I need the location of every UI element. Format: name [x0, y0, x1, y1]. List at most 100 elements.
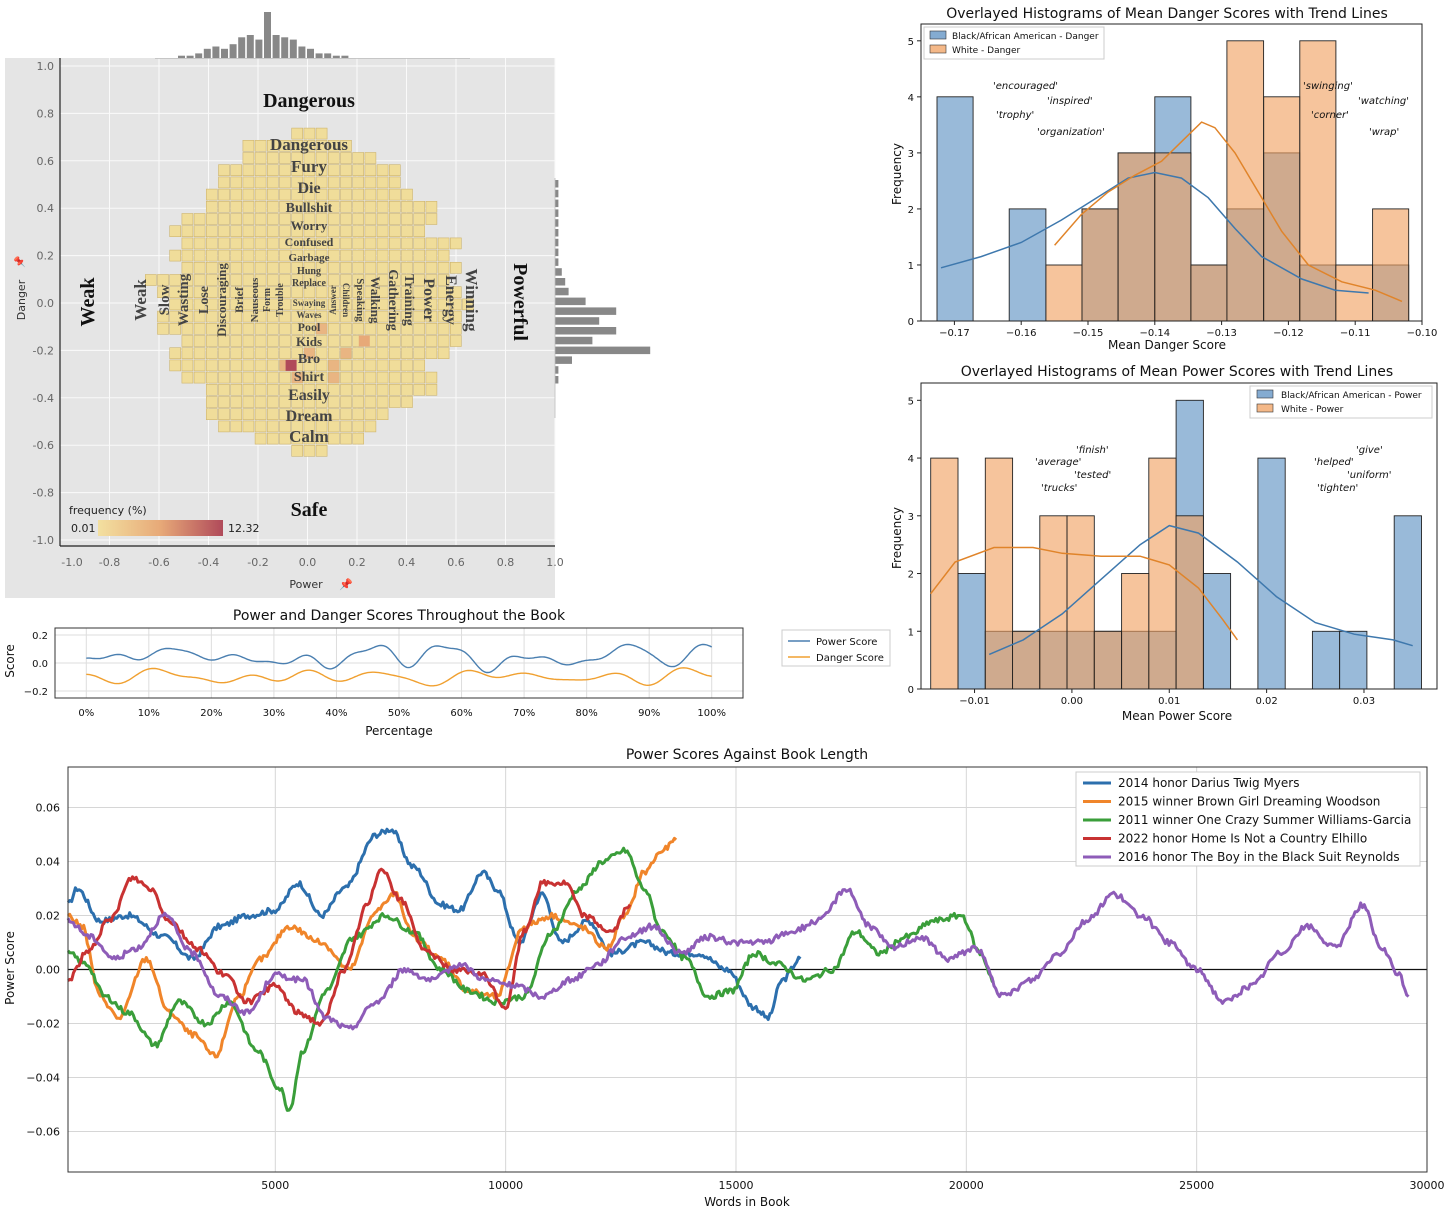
heatmap-cell [413, 335, 426, 347]
heatmap-cell [364, 371, 377, 384]
heatmap-cell [303, 420, 316, 433]
y-tick-label: 0.0 [37, 297, 55, 310]
histogram-bar-white [930, 457, 959, 690]
heatmap-word: Waves [296, 310, 321, 320]
heatmap-cell [254, 140, 267, 152]
heatmap-cell [388, 359, 401, 372]
heatmap-cell [254, 237, 267, 250]
book-percentage-legend-box [781, 629, 891, 667]
heatmap-word: Dream [286, 408, 333, 425]
heatmap-cell [437, 298, 450, 311]
power-annotation: 'tested' [1074, 470, 1111, 481]
x-tick-label: 0.02 [1255, 696, 1277, 707]
y-tick-label: 0 [908, 317, 914, 328]
heatmap-vertical-word: Wasting [176, 273, 192, 326]
heatmap-cell [315, 359, 328, 372]
heatmap-cell [254, 201, 267, 213]
legend-label: 2015 winner Brown Girl Dreaming Woodson [1118, 795, 1380, 809]
heatmap-cell [181, 237, 194, 250]
heatmap-cell [340, 188, 352, 201]
y-tick-label: 0.02 [36, 910, 61, 923]
heatmap-cell [352, 213, 365, 225]
heatmap-cell [291, 213, 304, 225]
heatmap-cell [437, 237, 450, 250]
heatmap-word: Confused [285, 235, 334, 249]
histogram-bar-white [1066, 515, 1095, 690]
heatmap-cell [376, 383, 389, 396]
heatmap-cell [327, 420, 340, 433]
heatmap-cell [242, 140, 255, 152]
heatmap-cell [327, 188, 340, 201]
heatmap-cell [279, 396, 291, 408]
heatmap-cell [364, 225, 377, 237]
power-annotation: 'give' [1356, 445, 1383, 456]
heatmap-cell [291, 322, 304, 335]
heatmap-cell [315, 274, 328, 286]
heatmap-cell [364, 261, 377, 274]
heatmap-cell [291, 286, 304, 299]
power-histogram-plot: −0.01 0.00 0.01 0.02 0.03 0 1 2 3 4 5 [908, 382, 1438, 707]
heatmap-cell [254, 335, 267, 347]
heatmap-cell [193, 310, 206, 323]
heatmap-cell [193, 286, 206, 299]
heatmap-cell [340, 176, 352, 189]
book-length-xlabel: Words in Book [704, 1195, 790, 1209]
histogram-bar-white [1093, 630, 1123, 690]
heatmap-cell [327, 140, 340, 152]
heatmap-cell [340, 274, 352, 286]
heatmap-cell [327, 213, 340, 225]
heatmap-cell [206, 383, 218, 396]
histogram-bar-black [1393, 515, 1422, 690]
heatmap-cell [364, 286, 377, 299]
heatmap-cell [425, 335, 438, 347]
heatmap-cell [230, 249, 242, 262]
danger-annotation: 'swinging' [1303, 81, 1353, 92]
heatmap-cell [254, 188, 267, 201]
heatmap-cell [315, 249, 328, 262]
heatmap-cell [364, 396, 377, 408]
heatmap-cell [352, 249, 365, 262]
heatmap-cell [206, 310, 218, 323]
heatmap-cell [230, 286, 242, 299]
heatmap-cell [388, 176, 401, 189]
heatmap-cell [291, 201, 304, 213]
heatmap-cell [327, 164, 340, 176]
y-tick-label: −0.02 [26, 1018, 60, 1031]
y-marginal-bar [555, 189, 559, 198]
heatmap-cell [376, 164, 389, 176]
heatmap-cell [169, 274, 181, 286]
heatmap-cell [279, 347, 291, 360]
heatmap-cell [352, 383, 365, 396]
heatmap-cell [327, 347, 340, 360]
heatmap-cell [352, 261, 365, 274]
heatmap-cell [279, 298, 291, 311]
book-length-title: Power Scores Against Book Length [626, 747, 868, 763]
heatmap-cell [206, 396, 218, 408]
heatmap-cell [340, 249, 352, 262]
heatmap-cell [303, 213, 316, 225]
y-tick-label: 0.0 [32, 659, 48, 670]
heatmap-cell [266, 371, 279, 384]
heatmap-cell [352, 152, 365, 164]
x-tick-label: −0.17 [939, 328, 970, 339]
histogram-bar-black [936, 96, 974, 322]
heatmap-cell [291, 140, 304, 152]
y-tick-label: 3 [908, 512, 914, 523]
x-marginal-bar [186, 55, 194, 58]
heatmap-cell [242, 396, 255, 408]
histogram-bar-white [1190, 264, 1228, 322]
heatmap-cell [266, 213, 279, 225]
heatmap-cell [327, 201, 340, 213]
heatmap-cell [364, 213, 377, 225]
heatmap-cell [352, 176, 365, 189]
heatmap-cell [449, 322, 462, 335]
heatmap-cell [315, 298, 328, 311]
heatmap-cell [388, 335, 401, 347]
y-tick-label: -0.4 [33, 392, 54, 405]
x-marginal-bar [212, 46, 220, 58]
heatmap-cell [206, 201, 218, 213]
heatmap-cell [254, 371, 267, 384]
heatmap-cell [303, 298, 316, 311]
heatmap-cell [388, 310, 401, 323]
heatmap-cell [315, 335, 328, 347]
